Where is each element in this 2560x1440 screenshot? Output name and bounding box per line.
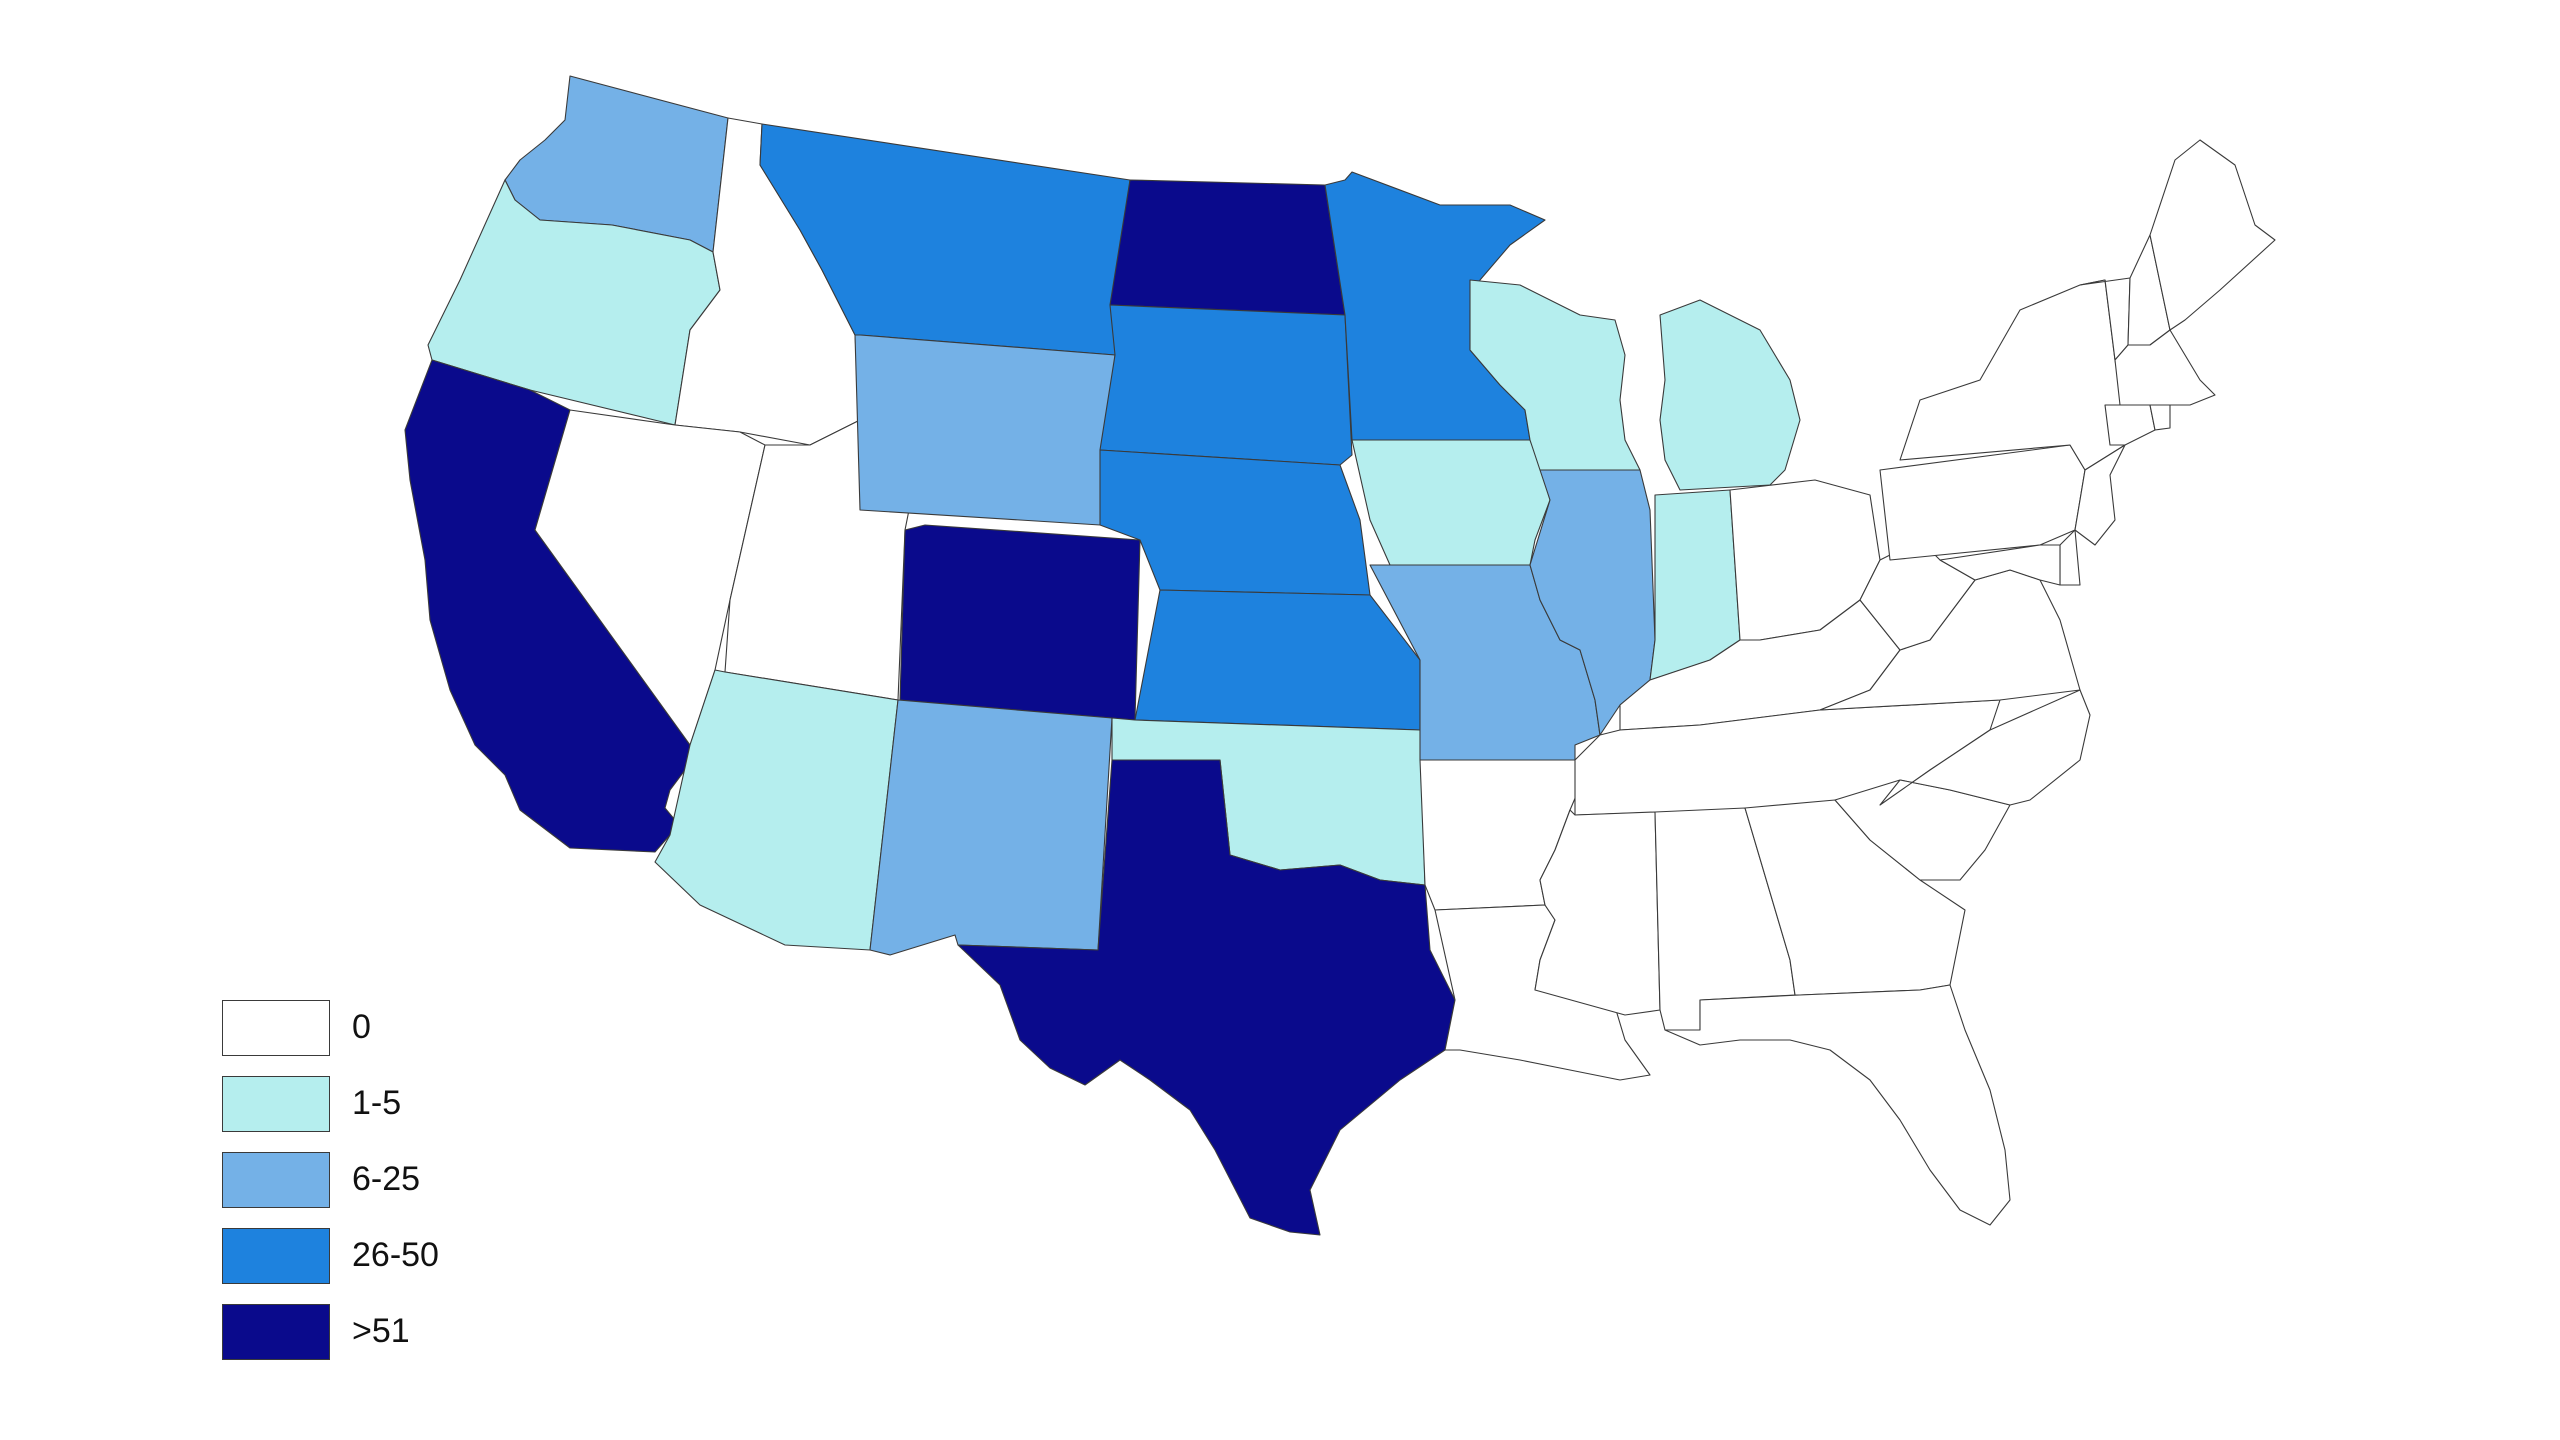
legend-swatch-3 — [222, 1228, 330, 1284]
state-ct — [2104, 404, 2156, 446]
state-il — [1529, 469, 1656, 736]
state-tx — [957, 759, 1456, 1236]
state-ny — [1899, 279, 2126, 471]
state-wi — [1469, 279, 1641, 471]
state-nd — [1109, 179, 1346, 316]
legend-label-3: 26-50 — [352, 1236, 439, 1274]
state-wy — [854, 334, 1116, 526]
legend-swatch-4 — [222, 1304, 330, 1360]
state-ia — [1351, 439, 1551, 566]
state-md — [1939, 544, 2061, 586]
legend-label-0: 0 — [352, 1008, 371, 1046]
legend-label-2: 6-25 — [352, 1160, 421, 1198]
state-mi — [1659, 299, 1801, 491]
state-de — [2059, 529, 2081, 586]
legend-label-4: >51 — [352, 1312, 410, 1350]
legend-swatch-2 — [222, 1152, 330, 1208]
state-ri — [2149, 404, 2171, 431]
state-pa — [1879, 444, 2086, 561]
legend-swatch-1 — [222, 1076, 330, 1132]
state-co — [899, 524, 1141, 721]
state-ks — [1134, 589, 1421, 731]
state-fl — [1664, 984, 2011, 1226]
state-ne — [1099, 449, 1371, 596]
state-me — [2149, 139, 2276, 331]
state-sd — [1099, 304, 1353, 466]
state-nc — [1879, 689, 2091, 806]
legend-label-1: 1-5 — [352, 1084, 402, 1122]
state-nm — [869, 699, 1113, 956]
legend-swatch-0 — [222, 1000, 330, 1056]
